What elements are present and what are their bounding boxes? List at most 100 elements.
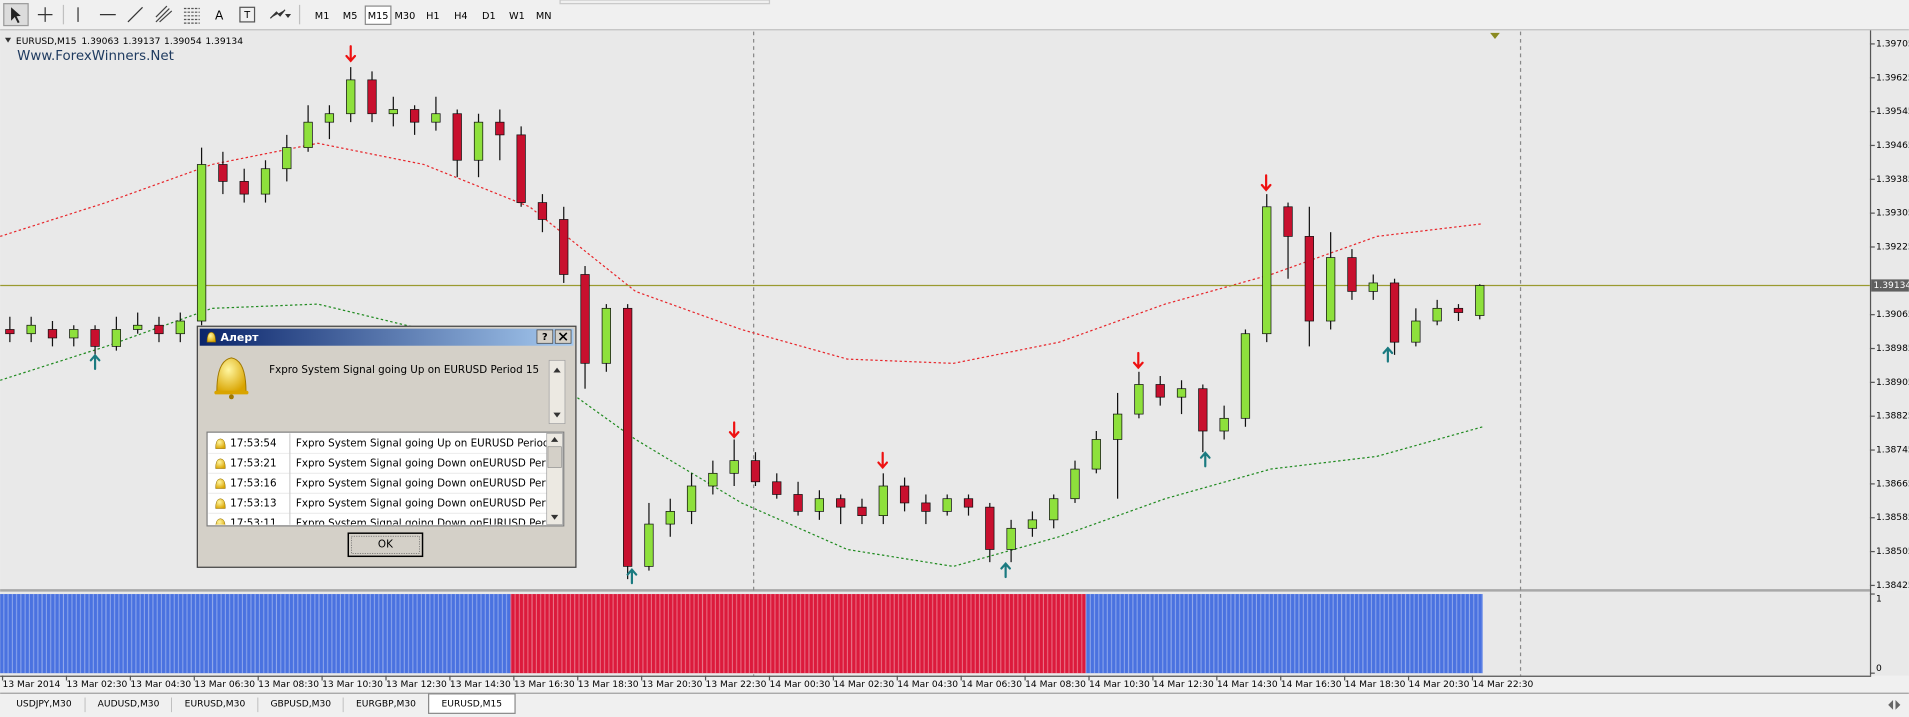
candle-body: [218, 164, 228, 182]
x-tick-label: 13 Mar 12:30: [386, 680, 447, 690]
close-icon: [558, 332, 568, 341]
row-text: Fxpro System Signal going Up on EURUSD P…: [296, 438, 559, 450]
bell-icon: [216, 357, 247, 393]
candle-body: [985, 506, 995, 550]
text-button[interactable]: A: [215, 8, 224, 22]
candle-body: [580, 274, 590, 364]
timeframe-button[interactable]: [530, 6, 557, 25]
timeframe-button[interactable]: [420, 6, 446, 25]
timeframe-button[interactable]: [337, 6, 363, 25]
timeframe-label: M1: [315, 11, 330, 22]
x-tick-label: 13 Mar 04:30: [130, 680, 191, 690]
trendline-button[interactable]: [127, 6, 143, 23]
y-tick-label: 1.39705: [1876, 39, 1909, 49]
row-bell: [215, 458, 226, 469]
candle-body: [601, 307, 611, 364]
candle-body: [836, 498, 846, 508]
band-line: [0, 142, 1483, 364]
timeframe-label: M5: [343, 11, 358, 22]
message-scrollbar[interactable]: [548, 359, 566, 424]
candle-body: [899, 485, 910, 504]
candle-body: [388, 109, 398, 115]
indicator-tick-label: 0: [1876, 664, 1882, 674]
candle-body: [1006, 527, 1016, 550]
row-time: 17:53:11: [230, 518, 276, 530]
timeframe-label: MN: [536, 11, 552, 22]
candle-body: [814, 498, 825, 512]
tab-scroll[interactable]: [1888, 699, 1901, 710]
buy-arrow: [626, 568, 638, 585]
candle-body: [1027, 519, 1038, 529]
candle-body: [1262, 206, 1272, 335]
sell-arrow: [1260, 174, 1272, 192]
price-plot: [0, 67, 1870, 580]
timeframe-button[interactable]: [392, 6, 418, 25]
candle-body: [1411, 320, 1421, 343]
open-value: 1.39063: [81, 36, 119, 46]
candle-body: [47, 329, 58, 339]
y-tick-label: 1.38425: [1876, 581, 1909, 591]
tab-label: EURUSD,M30: [185, 700, 246, 710]
symbol: EURUSD,M15: [16, 36, 77, 46]
tab[interactable]: [2, 696, 86, 714]
indicator-tick-label: 1: [1876, 594, 1882, 604]
x-tick-label: 13 Mar 18:30: [578, 680, 639, 690]
candle-body: [963, 498, 974, 508]
ok-button[interactable]: [347, 532, 424, 558]
crosshair-button[interactable]: [37, 7, 53, 22]
arrows-button[interactable]: [269, 9, 292, 19]
candle-body: [708, 472, 718, 487]
candle-body: [1134, 384, 1144, 415]
timeframe-button[interactable]: [476, 6, 502, 25]
timeframe-button[interactable]: [448, 6, 474, 25]
timeframes: M1 M5 M15 M30 H1 H4 D1 W1 MN: [309, 5, 557, 25]
candle-body: [260, 168, 271, 195]
candle-body: [5, 329, 15, 335]
row-time: 17:53:21: [230, 458, 276, 470]
close-value: 1.39134: [205, 36, 243, 46]
sell-arrow: [877, 451, 889, 470]
tab-label: EURGBP,M30: [356, 700, 416, 710]
x-tick-label: 13 Mar 08:30: [258, 680, 319, 690]
candle-body: [133, 324, 143, 330]
label-button[interactable]: [239, 6, 256, 23]
timeframe-button[interactable]: [309, 6, 335, 25]
timeframe-label: M30: [394, 11, 415, 22]
collapse-icon[interactable]: [4, 37, 12, 43]
candle-body: [431, 113, 441, 123]
x-tick-label: 13 Mar 02:30: [66, 680, 127, 690]
candle-body: [495, 121, 505, 136]
candle-body: [69, 329, 79, 339]
candle-body: [1475, 285, 1485, 316]
y-tick-label: 1.39305: [1876, 209, 1909, 219]
candle-body: [1304, 236, 1314, 322]
tab[interactable]: [258, 696, 344, 714]
candle-body: [473, 121, 484, 161]
tab[interactable]: [85, 696, 172, 714]
tab[interactable]: [428, 693, 516, 714]
timeframe-button[interactable]: [504, 6, 530, 25]
chart-header: EURUSD,M15 1.39063 1.39137 1.39054 1.39134: [16, 36, 243, 46]
candle-body: [537, 202, 548, 220]
channel-button[interactable]: [155, 5, 173, 23]
y-tick-label: 1.38745: [1876, 446, 1909, 456]
scroll-thumb[interactable]: [547, 446, 562, 468]
fibo-button[interactable]: [183, 7, 200, 24]
sell-arrow: [728, 421, 740, 439]
tab[interactable]: [171, 696, 259, 714]
help-button[interactable]: [536, 329, 554, 344]
tab-label: USDJPY,M30: [16, 700, 72, 710]
candle-body: [665, 511, 675, 525]
indicator-texture: [0, 594, 1483, 674]
low-value: 1.39054: [164, 36, 202, 46]
candle-body: [1432, 307, 1442, 322]
watermark: Www.ForexWinners.Net: [17, 49, 174, 64]
bell-clapper: [228, 394, 234, 400]
candle-body: [26, 324, 36, 335]
timeframe-button[interactable]: [364, 5, 392, 25]
x-tick-label: 13 Mar 22:30: [706, 680, 767, 690]
x-tick-label: 14 Mar 16:30: [1281, 680, 1342, 690]
tab[interactable]: [343, 696, 429, 714]
